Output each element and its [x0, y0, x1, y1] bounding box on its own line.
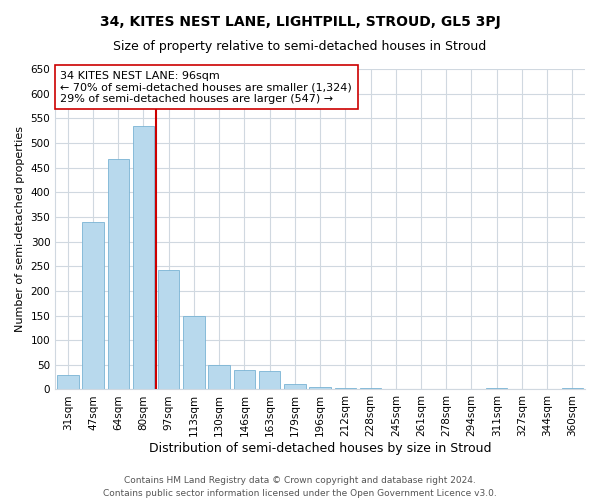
Bar	[335, 388, 356, 390]
Y-axis label: Number of semi-detached properties: Number of semi-detached properties	[15, 126, 25, 332]
Bar	[486, 388, 508, 390]
Bar	[259, 370, 280, 390]
Text: Contains HM Land Registry data © Crown copyright and database right 2024.
Contai: Contains HM Land Registry data © Crown c…	[103, 476, 497, 498]
Text: 34 KITES NEST LANE: 96sqm
← 70% of semi-detached houses are smaller (1,324)
29% : 34 KITES NEST LANE: 96sqm ← 70% of semi-…	[61, 70, 352, 104]
Bar	[107, 158, 129, 390]
Bar	[82, 222, 104, 390]
Bar	[183, 316, 205, 390]
Bar	[158, 270, 179, 390]
Bar	[133, 126, 154, 390]
Text: Size of property relative to semi-detached houses in Stroud: Size of property relative to semi-detach…	[113, 40, 487, 53]
X-axis label: Distribution of semi-detached houses by size in Stroud: Distribution of semi-detached houses by …	[149, 442, 491, 455]
Bar	[233, 370, 255, 390]
Bar	[360, 388, 381, 390]
Text: 34, KITES NEST LANE, LIGHTPILL, STROUD, GL5 3PJ: 34, KITES NEST LANE, LIGHTPILL, STROUD, …	[100, 15, 500, 29]
Bar	[562, 388, 583, 390]
Bar	[208, 365, 230, 390]
Bar	[57, 374, 79, 390]
Bar	[284, 384, 305, 390]
Bar	[310, 388, 331, 390]
